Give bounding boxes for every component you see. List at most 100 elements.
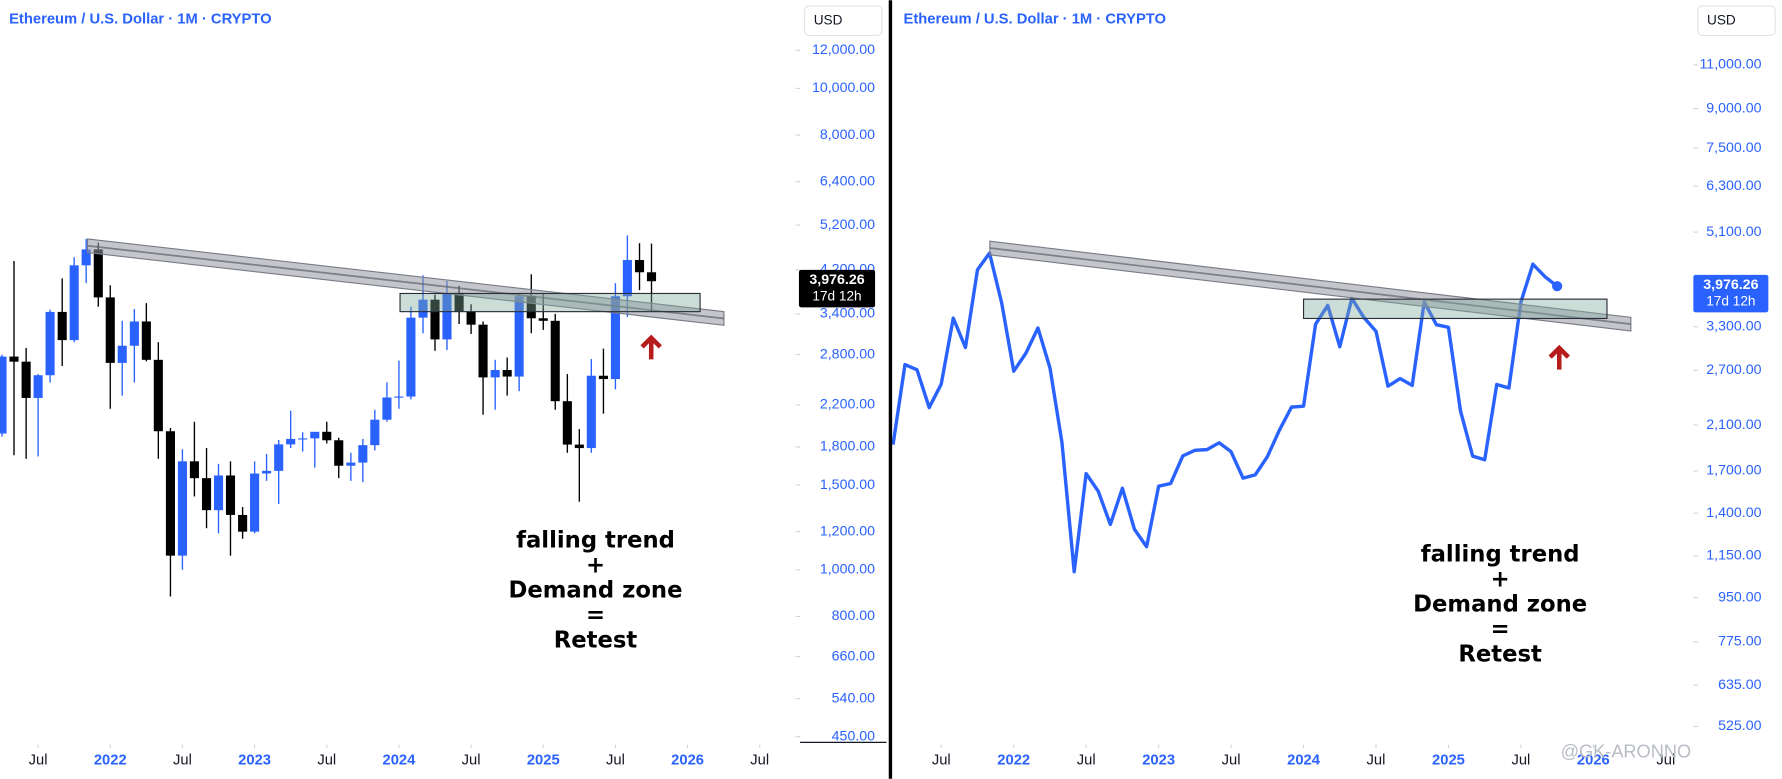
y-tick-label: 9,000.00 bbox=[1706, 100, 1761, 116]
y-tick-label: 2,200.00 bbox=[820, 397, 875, 413]
candle-body bbox=[45, 311, 55, 376]
candle-body bbox=[514, 296, 524, 377]
demand-zone bbox=[1302, 298, 1608, 320]
watermark: @GK-ARONNO bbox=[1561, 741, 1692, 761]
candle-body bbox=[370, 419, 380, 446]
x-tick-label: 2023 bbox=[1142, 752, 1175, 768]
candle-body bbox=[69, 265, 79, 341]
candle-body bbox=[177, 461, 187, 556]
candle-body bbox=[238, 514, 248, 532]
y-tick-label: 6,400.00 bbox=[820, 173, 875, 189]
candle-body bbox=[382, 397, 392, 420]
last-point bbox=[1552, 281, 1563, 292]
candle-body bbox=[334, 440, 344, 466]
candle-body bbox=[466, 311, 476, 325]
y-tick-label: 11,000.00 bbox=[1699, 57, 1761, 73]
candle-body bbox=[141, 321, 151, 360]
candle-body bbox=[57, 311, 67, 341]
candle-body bbox=[622, 260, 632, 297]
y-tick-label: 775.00 bbox=[1718, 634, 1762, 650]
candle-body bbox=[286, 438, 296, 445]
candle-body bbox=[262, 470, 272, 474]
candle-body bbox=[33, 375, 43, 398]
candle-body bbox=[117, 345, 127, 363]
candle-body bbox=[346, 462, 356, 466]
currency-box bbox=[1697, 5, 1776, 37]
annotation: falling trend bbox=[1421, 541, 1580, 567]
annotation: + bbox=[586, 553, 605, 579]
x-tick-label: Jul bbox=[932, 752, 951, 768]
x-tick-label: Jul bbox=[29, 752, 48, 768]
y-tick-label: 5,200.00 bbox=[820, 217, 875, 233]
x-tick-label: Jul bbox=[750, 752, 769, 768]
candle-body bbox=[189, 461, 199, 479]
annotation: + bbox=[1491, 566, 1510, 592]
y-tick-label: 1,700.00 bbox=[1706, 463, 1761, 479]
y-tick-label: 1,800.00 bbox=[820, 439, 875, 455]
candle-body bbox=[250, 473, 260, 532]
price-tag bbox=[798, 269, 876, 308]
y-tick-label: 6,300.00 bbox=[1706, 178, 1761, 194]
y-tick-label: 1,500.00 bbox=[820, 477, 875, 493]
y-tick-label: 1,400.00 bbox=[1706, 505, 1761, 521]
candle-body bbox=[298, 438, 308, 440]
annotation: Demand zone bbox=[508, 578, 682, 604]
candle-body bbox=[201, 478, 212, 511]
arrow bbox=[1548, 344, 1570, 370]
candle-body bbox=[490, 370, 500, 378]
x-tick-label: Jul bbox=[1367, 752, 1386, 768]
candle-body bbox=[310, 431, 320, 439]
drawings bbox=[86, 238, 1632, 370]
annotation: Retest bbox=[554, 628, 638, 654]
annotation: = bbox=[586, 603, 605, 629]
candle-body bbox=[442, 292, 452, 340]
annotation: Demand zone bbox=[1413, 591, 1587, 617]
candle-body bbox=[562, 401, 572, 445]
y-tick-label: 5,100.00 bbox=[1706, 224, 1761, 240]
x-tick-label: 2026 bbox=[1577, 752, 1610, 768]
candle-body bbox=[538, 318, 548, 321]
arrow bbox=[640, 334, 662, 360]
annotation: falling trend bbox=[516, 528, 675, 554]
candle-body bbox=[93, 249, 103, 298]
y-tick-label: 1,200.00 bbox=[820, 523, 875, 539]
x-tick-label: 2024 bbox=[1287, 752, 1321, 768]
x-tick-label: Jul bbox=[173, 752, 192, 768]
candle-body bbox=[225, 475, 236, 515]
candle-body bbox=[394, 396, 404, 398]
y-tick-label: 7,500.00 bbox=[1706, 140, 1761, 156]
y-tick-label: 3,300.00 bbox=[1706, 318, 1761, 334]
y-tick-label: 1,150.00 bbox=[1706, 548, 1761, 564]
x-tick-label: Jul bbox=[606, 752, 625, 768]
candle-body bbox=[478, 324, 488, 378]
y-tick-label: 525.00 bbox=[1718, 718, 1762, 734]
candle-body bbox=[634, 260, 645, 273]
x-tick-label: Jul bbox=[1077, 752, 1096, 768]
x-tick-label: Jul bbox=[462, 752, 481, 768]
x-tick-label: Jul bbox=[317, 752, 336, 768]
candle-body bbox=[322, 431, 332, 441]
x-tick-label: 2022 bbox=[94, 752, 127, 768]
candle-body bbox=[550, 320, 560, 402]
currency: USD bbox=[814, 12, 843, 27]
trend-line bbox=[989, 247, 1631, 325]
x-tick-label: 2022 bbox=[997, 752, 1030, 768]
x-tick-label: Jul bbox=[1656, 752, 1675, 768]
y-tick-label: 635.00 bbox=[1718, 677, 1762, 693]
y-tick-label: 8,000.00 bbox=[820, 127, 875, 143]
y-tick-label: 2,800.00 bbox=[820, 346, 875, 362]
candle-body bbox=[586, 375, 596, 449]
countdown: 17d 12h bbox=[812, 289, 861, 304]
x-tick-label: 2025 bbox=[1432, 752, 1465, 768]
candle-body bbox=[274, 444, 284, 471]
y-tick-label: 450.00 bbox=[832, 728, 876, 744]
candle-body bbox=[598, 375, 608, 380]
annotation: Retest bbox=[1458, 641, 1542, 667]
annotation: = bbox=[1491, 616, 1510, 642]
y-tick-label: 12,000.00 bbox=[812, 42, 875, 58]
line bbox=[891, 251, 1559, 574]
y-tick-label: 10,000.00 bbox=[812, 80, 875, 96]
currency: USD bbox=[1707, 12, 1736, 27]
